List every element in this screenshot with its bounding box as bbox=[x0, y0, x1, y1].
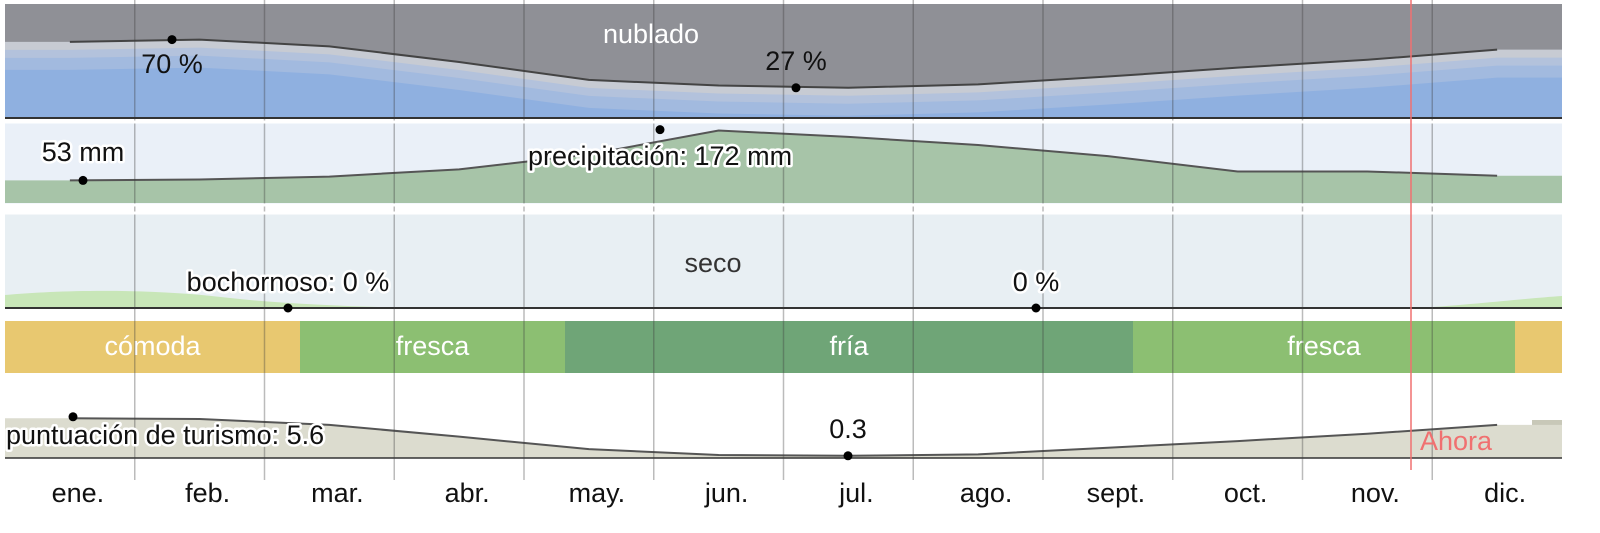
comfort-label: fresca bbox=[396, 331, 471, 361]
comfort-band bbox=[1515, 321, 1562, 373]
comfort-band bbox=[5, 321, 300, 373]
marker bbox=[1031, 303, 1041, 313]
marker bbox=[843, 451, 853, 461]
cloud-label: nublado bbox=[603, 19, 699, 49]
data-line bbox=[69, 129, 1498, 182]
humid-max-label: bochornoso: 0 % bbox=[187, 267, 390, 297]
precip-max-label: precipitación: 172 mm bbox=[528, 141, 792, 171]
humid-area bbox=[5, 290, 1562, 308]
comfort-band bbox=[565, 321, 1133, 373]
month-label: ene. bbox=[52, 478, 105, 508]
data-line bbox=[69, 417, 1498, 457]
area-fill bbox=[5, 130, 1562, 203]
marker bbox=[167, 35, 177, 45]
tourism-max-label: puntuación de turismo: 5.6 bbox=[6, 420, 324, 450]
comfort-band bbox=[1133, 321, 1515, 373]
comfort-band bbox=[300, 321, 565, 373]
marker bbox=[68, 412, 78, 422]
comfort-label: cómoda bbox=[104, 331, 201, 361]
humidity-label: seco bbox=[684, 248, 741, 278]
month-label: feb. bbox=[185, 478, 230, 508]
comfort-label: fría bbox=[829, 331, 869, 361]
month-label: oct. bbox=[1224, 478, 1268, 508]
marker bbox=[283, 303, 293, 313]
data-line bbox=[69, 38, 1498, 89]
month-label: sept. bbox=[1087, 478, 1146, 508]
now-label: Ahora bbox=[1420, 426, 1493, 456]
tourism-min-label: 0.3 bbox=[829, 414, 867, 444]
month-label: abr. bbox=[445, 478, 490, 508]
precip-min-label: 53 mm bbox=[42, 137, 125, 167]
month-label: may. bbox=[569, 478, 626, 508]
cloud-max-label: 70 % bbox=[141, 49, 203, 79]
area-fill bbox=[5, 67, 1562, 118]
month-label: jul. bbox=[838, 478, 874, 508]
month-label: nov. bbox=[1351, 478, 1400, 508]
area-fill bbox=[5, 418, 1562, 458]
marker bbox=[78, 175, 88, 185]
month-label: dic. bbox=[1484, 478, 1526, 508]
comfort-label: fresca bbox=[1287, 331, 1362, 361]
cloud-min-label: 27 % bbox=[765, 46, 827, 76]
marker bbox=[791, 83, 801, 93]
humid-min-label: 0 % bbox=[1013, 267, 1060, 297]
humidity-panel bbox=[5, 213, 1562, 308]
month-label: ago. bbox=[960, 478, 1013, 508]
month-label: jun. bbox=[704, 478, 749, 508]
marker bbox=[655, 125, 665, 135]
month-label: mar. bbox=[311, 478, 364, 508]
